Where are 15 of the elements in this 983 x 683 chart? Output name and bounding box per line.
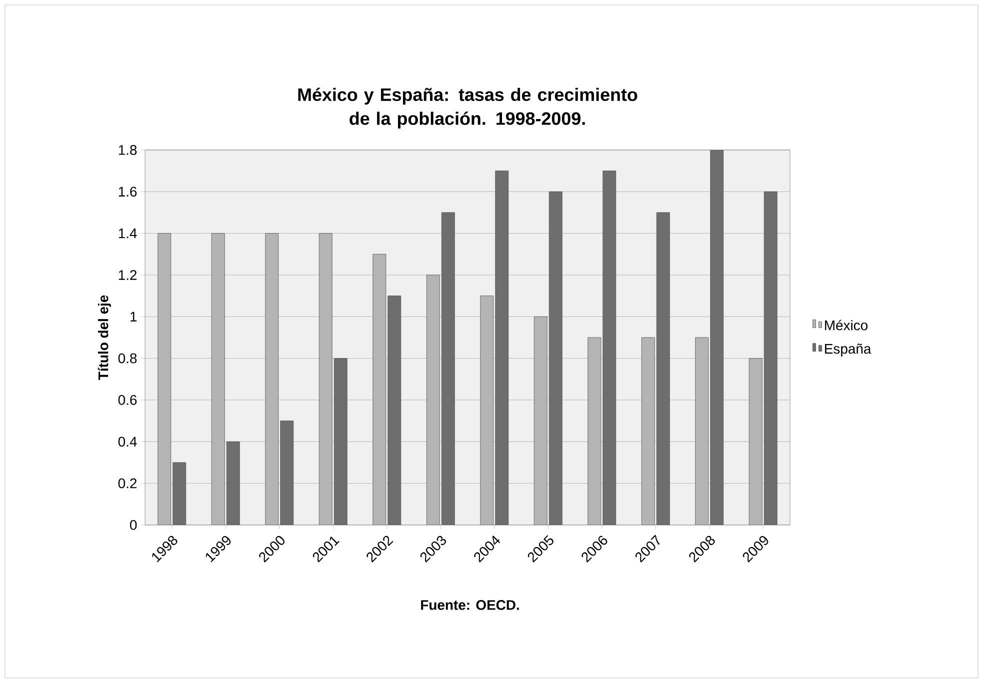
source-note: Fuente: OECD.	[421, 600, 519, 610]
y-tick-label: 0.6	[118, 395, 137, 405]
y-tick-label: 1	[130, 312, 137, 322]
y-tick-label: 1.2	[118, 270, 137, 280]
y-tick-label: 0.2	[118, 478, 137, 488]
y-tick-label: 0.4	[118, 436, 137, 447]
chart-title: México y España: tasas de crecimiento de la población. 1998-2009.	[298, 88, 638, 128]
y-axis-title: Título del eje	[98, 295, 112, 380]
legend-label: España	[825, 344, 872, 357]
legend-label: México	[825, 320, 868, 330]
y-tick-label: 0	[130, 520, 137, 530]
y-tick-label: 1.6	[118, 186, 137, 197]
y-tick-label: 1.8	[118, 145, 137, 155]
y-tick-label: 0.8	[118, 353, 137, 364]
y-tick-label: 1.4	[118, 228, 137, 238]
